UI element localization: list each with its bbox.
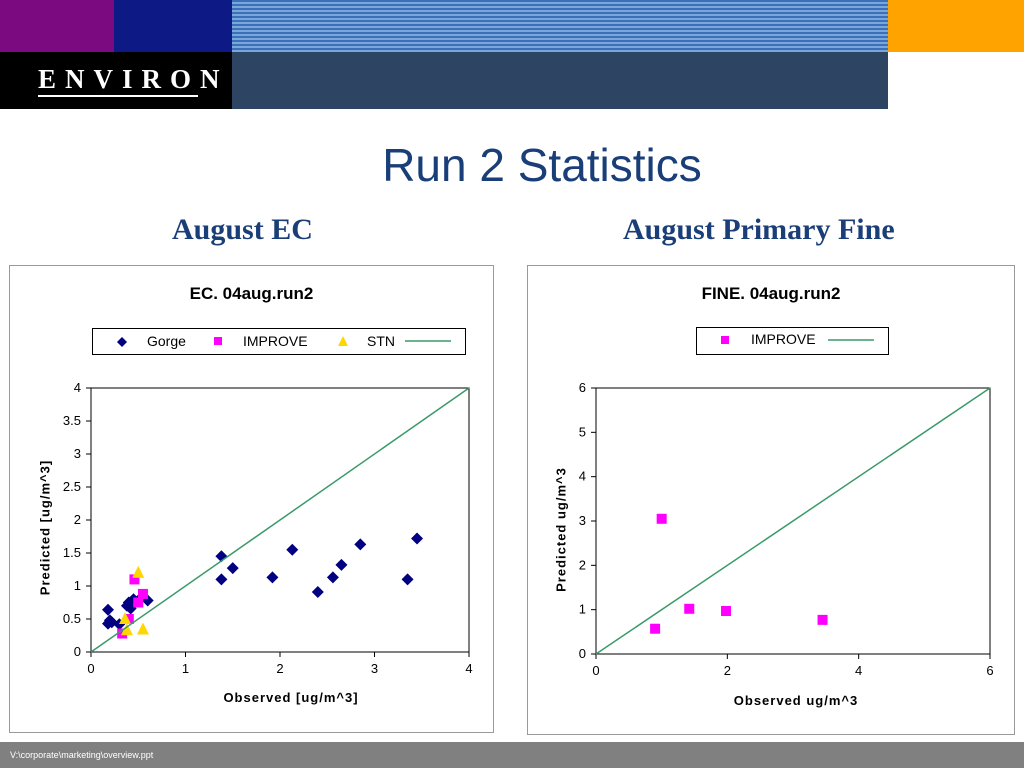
identity-line: [90, 387, 470, 653]
header-orange-block: [888, 0, 1024, 52]
legend-label-stn: STN: [367, 333, 395, 349]
x-tick-label: 4: [855, 663, 862, 678]
improve-point: [133, 597, 144, 608]
identity-line-legend-icon: [828, 339, 874, 341]
identity-line: [595, 387, 991, 655]
fine-x-axis-title: Observed ug/m^3: [733, 693, 859, 708]
improve-point: [656, 513, 667, 524]
y-tick-label: 2: [579, 557, 586, 572]
gorge-legend-icon: [117, 337, 127, 347]
logo-underline: [38, 95, 198, 97]
x-tick-label: 2: [724, 663, 731, 678]
gorge-point: [411, 532, 424, 545]
ec-x-axis-title: Observed [ug/m^3]: [223, 690, 359, 705]
fine-y-axis-title: Predicted ug/m^3: [553, 467, 569, 592]
y-tick-label: 3.5: [63, 413, 81, 428]
ec-legend: Gorge IMPROVE STN: [92, 328, 466, 355]
gorge-point: [286, 543, 299, 556]
y-tick-label: 1: [579, 602, 586, 617]
fine-chart-title: FINE. 04aug.run2: [701, 284, 841, 303]
header-dark-band: [232, 52, 888, 109]
improve-point: [684, 603, 695, 614]
x-tick-label: 0: [87, 661, 94, 676]
header-purple-block: [0, 0, 114, 52]
legend-label-gorge: Gorge: [147, 333, 186, 349]
y-tick-label: 6: [579, 380, 586, 395]
logo-text: ENVIRON: [38, 64, 229, 94]
footer-file-path: V:\corporate\marketing\overview.ppt: [10, 750, 154, 760]
x-tick-label: 3: [371, 661, 378, 676]
improve-point: [721, 605, 732, 616]
logo-panel: ENVIRON: [0, 52, 232, 109]
y-tick-label: 1.5: [63, 545, 81, 560]
improve-point: [129, 574, 140, 585]
ec-scatter-plot: 0 1 2 3 4 0 0.5 1 1.5 2 2.5 3 3.5 4: [63, 380, 473, 676]
y-tick-label: 1: [74, 578, 81, 593]
y-tick-label: 4: [579, 469, 586, 484]
gorge-point: [335, 558, 348, 571]
stn-point: [120, 623, 133, 636]
page-title: Run 2 Statistics: [382, 139, 702, 191]
gorge-point: [102, 603, 115, 616]
gorge-point: [226, 562, 239, 575]
footer-bar: V:\corporate\marketing\overview.ppt: [0, 742, 1024, 768]
gorge-point: [311, 585, 324, 598]
fine-legend: IMPROVE: [696, 327, 889, 355]
subtitle-right: August Primary Fine: [623, 213, 895, 246]
fine-chart-panel: FINE. 04aug.run2 IMPROVE 0 2 4 6 0 1 2 3 4 5 6 Obs…: [527, 265, 1015, 735]
gorge-point: [401, 573, 414, 586]
x-tick-label: 4: [465, 661, 472, 676]
improve-point: [650, 623, 661, 634]
y-tick-label: 2: [74, 512, 81, 527]
fine-scatter-plot: 0 2 4 6 0 1 2 3 4 5 6: [579, 380, 994, 678]
x-tick-label: 6: [986, 663, 993, 678]
header-navy-block: [114, 0, 232, 52]
ec-chart-title: EC. 04aug.run2: [189, 284, 314, 303]
legend-label-improve: IMPROVE: [243, 333, 308, 349]
y-tick-label: 0: [74, 644, 81, 659]
y-tick-label: 0: [579, 646, 586, 661]
x-tick-label: 0: [592, 663, 599, 678]
y-tick-label: 2.5: [63, 479, 81, 494]
stn-point: [119, 612, 132, 624]
stn-legend-icon: [338, 336, 348, 346]
x-tick-label: 2: [276, 661, 283, 676]
gorge-point: [215, 573, 228, 586]
stn-point: [136, 622, 149, 635]
x-tick-label: 1: [182, 661, 189, 676]
improve-legend-icon: [721, 336, 729, 344]
y-tick-label: 3: [74, 446, 81, 461]
legend-label-improve: IMPROVE: [751, 331, 816, 347]
gorge-point: [354, 538, 367, 551]
y-tick-label: 0.5: [63, 611, 81, 626]
improve-point: [123, 614, 134, 624]
subtitle-left: August EC: [172, 213, 313, 246]
y-tick-label: 5: [579, 424, 586, 439]
gorge-point: [266, 571, 279, 584]
identity-line-legend-icon: [405, 340, 451, 342]
improve-legend-icon: [214, 337, 222, 345]
stn-point: [132, 565, 145, 578]
header-stripe-band: [232, 0, 888, 52]
y-tick-label: 4: [74, 380, 81, 395]
gorge-point: [102, 617, 115, 630]
ec-y-axis-title: Predicted [ug/m^3]: [37, 459, 53, 596]
gorge-point: [326, 571, 339, 584]
y-tick-label: 3: [579, 513, 586, 528]
improve-point: [817, 614, 828, 625]
improve-point: [137, 588, 148, 599]
